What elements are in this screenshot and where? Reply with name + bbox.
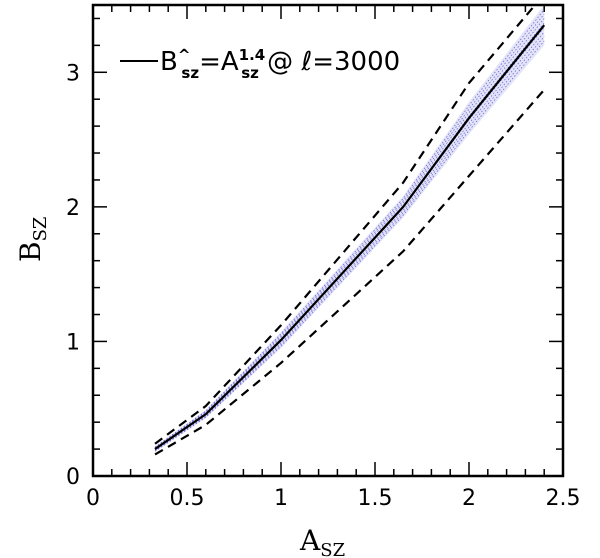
y-tick-label: 3	[66, 61, 80, 86]
plot-frame	[91, 3, 565, 478]
x-tick-label: 0	[86, 486, 100, 511]
y-tick-label: 1	[66, 330, 80, 355]
dashed-bound-line	[154, 5, 537, 445]
legend: B^ sz=A1.4 sz @ ℓ=3000	[120, 46, 400, 82]
band-hatch-line	[154, 13, 545, 448]
band-hatch-line	[154, 36, 545, 451]
band-hatch-line	[154, 27, 545, 450]
axis-ticks	[92, 5, 564, 477]
x-axis-title: ASZ	[299, 524, 345, 558]
uncertainty-band	[154, 5, 545, 452]
y-tick-label: 0	[66, 465, 80, 490]
band-hatch-line	[154, 18, 545, 449]
legend-label: B^ sz=A1.4 sz @ ℓ=3000	[160, 46, 400, 82]
y-tick-label: 2	[66, 196, 80, 221]
x-tick-label: 1.5	[358, 486, 393, 511]
dashed-bound-line	[154, 89, 546, 456]
x-tick-label: 2.5	[546, 486, 581, 511]
x-tick-label: 0.5	[170, 486, 205, 511]
band-hatch-line	[154, 40, 545, 452]
y-axis-title: BSZ	[14, 217, 51, 262]
relation-line	[154, 24, 546, 450]
band-hatch-line	[154, 9, 545, 448]
band-hatch-line	[154, 31, 545, 451]
series-lines	[154, 5, 546, 456]
x-tick-label: 2	[462, 486, 476, 511]
x-tick-label: 1	[274, 486, 288, 511]
tick-labels: 0 0.5 1 1.5 2 2.5 0 1 2 3	[66, 61, 581, 511]
band-hatch-line	[154, 22, 545, 450]
